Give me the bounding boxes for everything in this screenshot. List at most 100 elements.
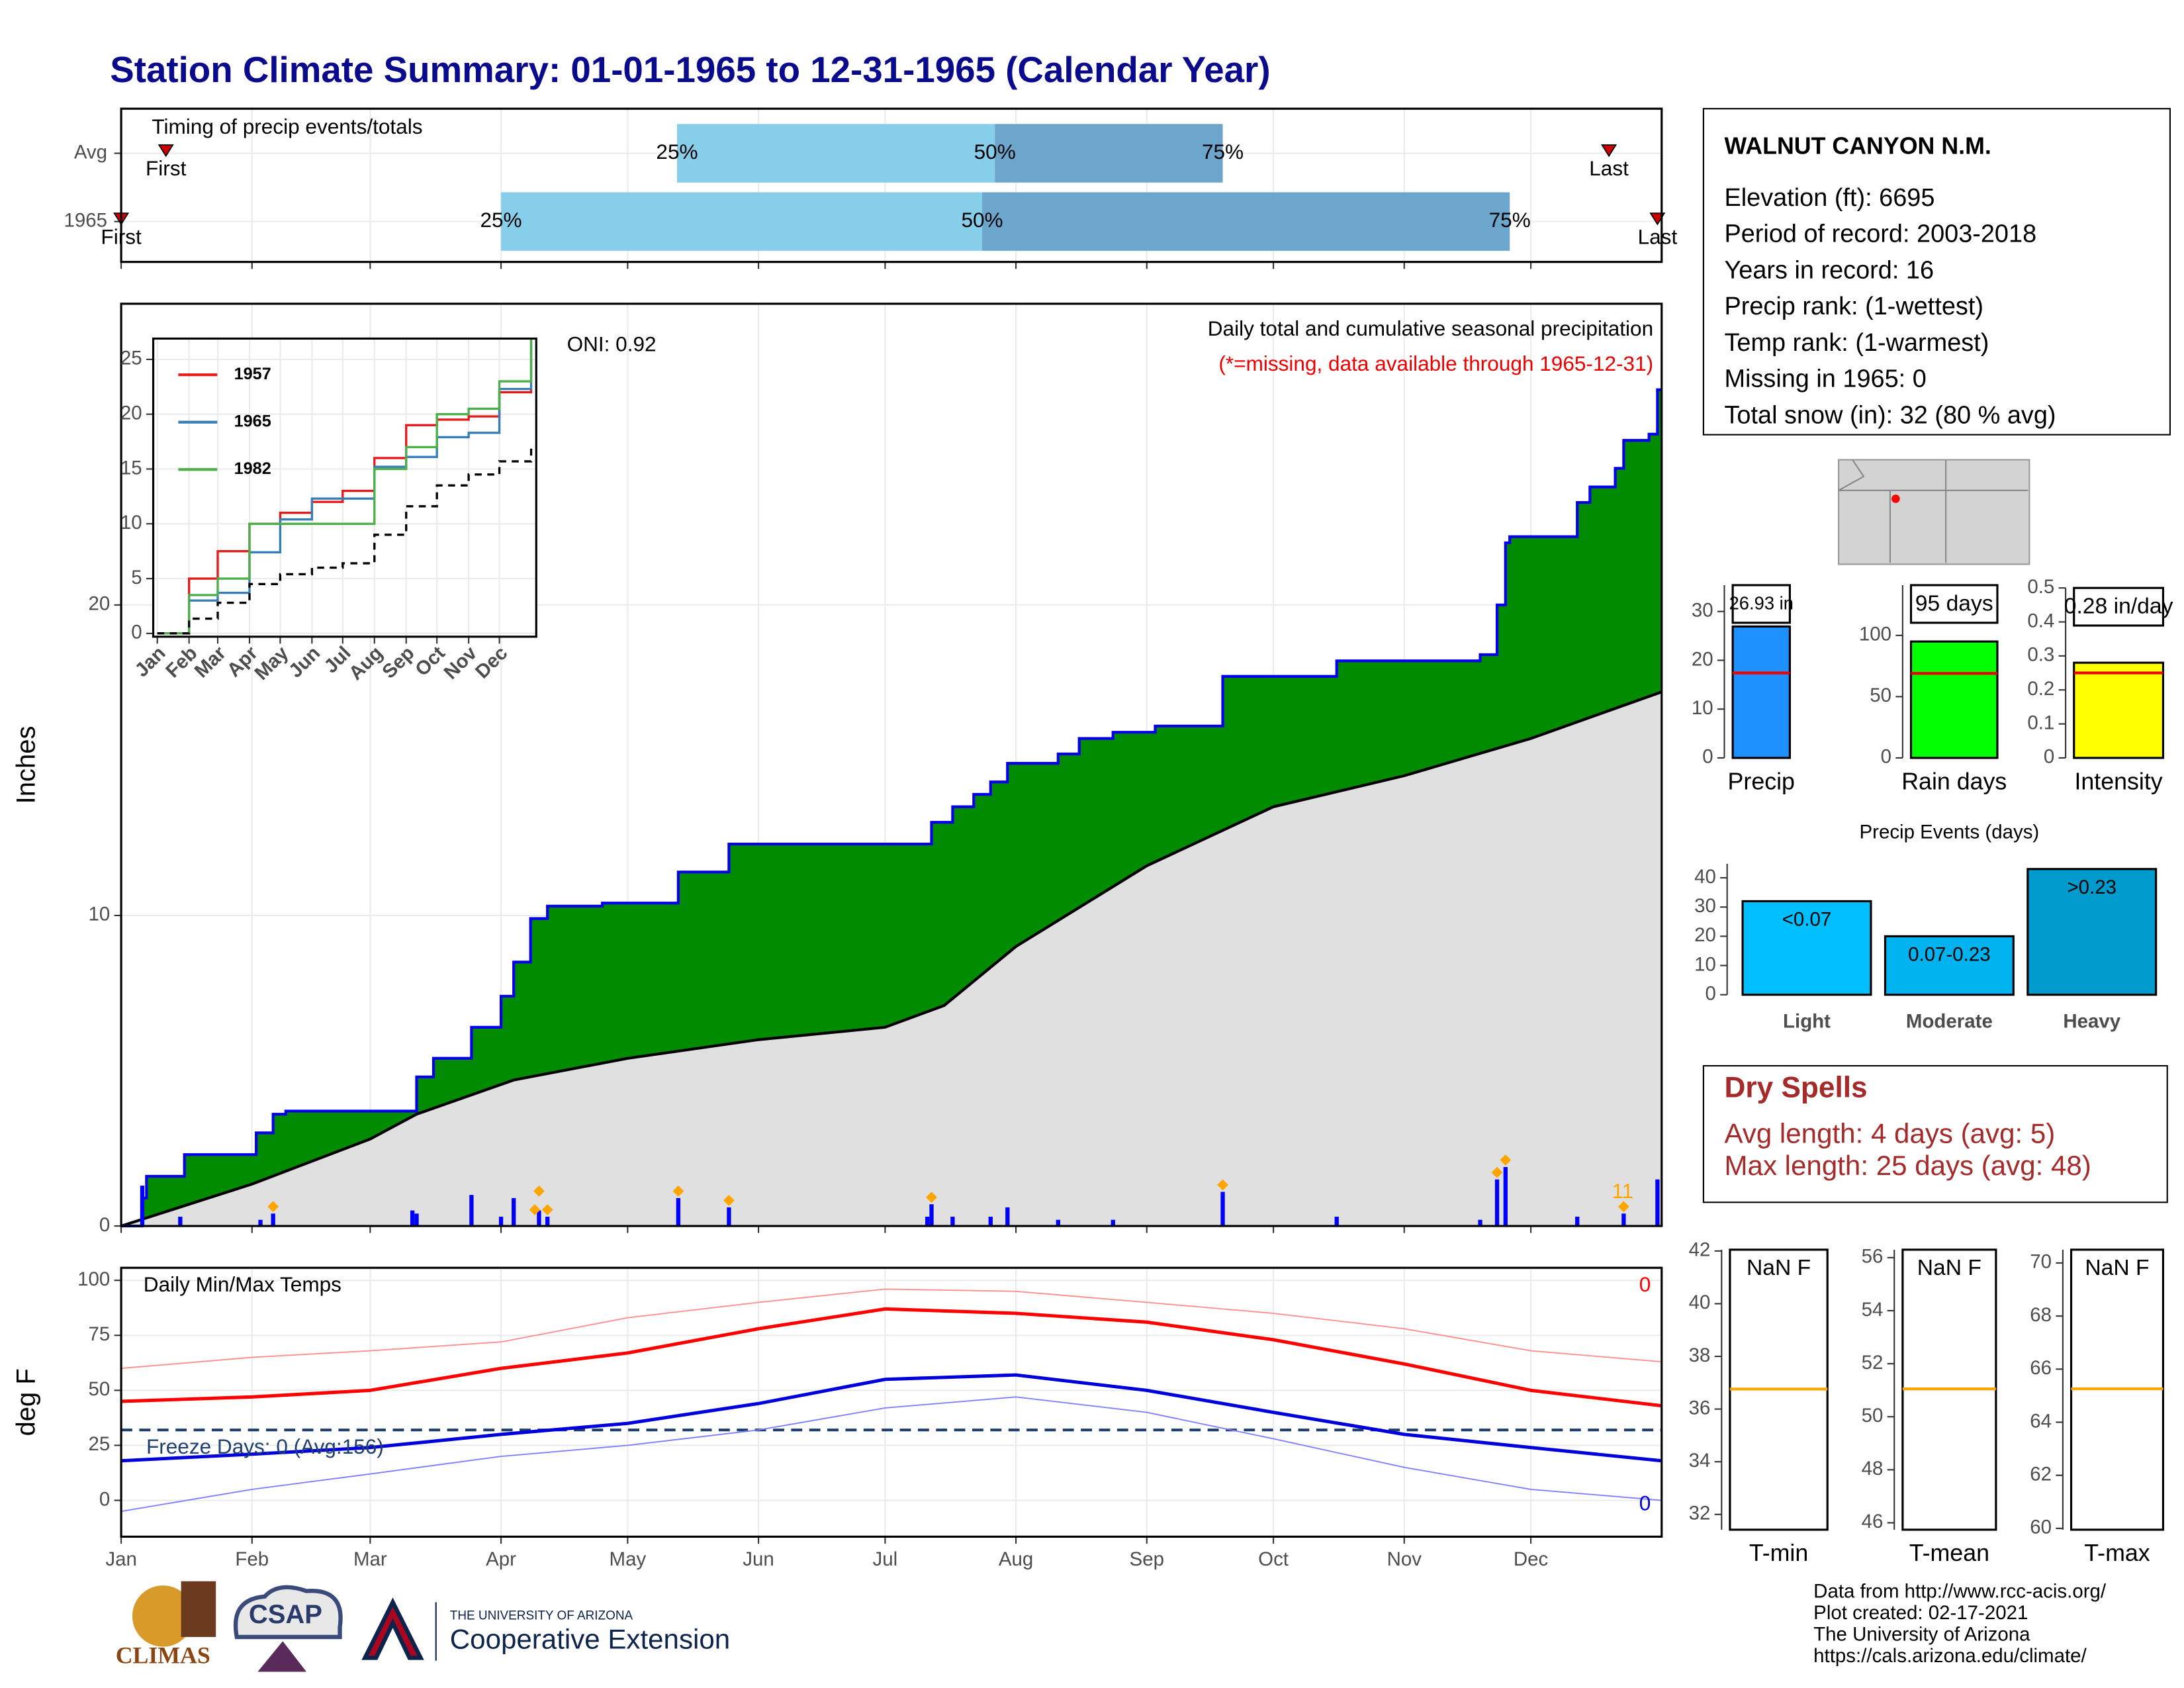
y-tick-label: 56 [1862,1246,1884,1268]
logos: CLIMAS CSAP THE UNIVERSITY OF ARIZONA Co… [116,1581,730,1672]
series-line [157,340,533,635]
bar-value-label: 95 days [1915,591,1993,616]
y-tick-label: 68 [2030,1304,2052,1326]
y-tick-label: 30 [1692,600,1713,622]
x-tick-label: Mar [353,1548,387,1570]
event-marker-label: Last [1589,156,1629,180]
daily-precip-bar [925,1217,930,1227]
quantile-label: 75% [1202,140,1244,164]
bar-value-label: NaN F [1917,1256,1981,1280]
station-line: Total snow (in): 32 (80 % avg) [1724,401,2056,429]
plot-frame [152,337,537,638]
quantile-label: 50% [974,140,1016,164]
y-tick-label: 25 [120,348,142,369]
event-marker [158,144,174,158]
daily-precip-bar [498,1217,504,1227]
daily-precip-bar [1621,1213,1626,1227]
daily-precip-bar [1334,1217,1339,1227]
cumulative-line [121,388,1662,1228]
y-tick-label: 0.2 [2027,678,2054,700]
bar [2073,661,2165,759]
category-label: T-min [1749,1540,1808,1566]
footer-line: https://cals.arizona.edu/climate/ [1813,1645,2087,1667]
y-tick-label: 64 [2030,1410,2052,1432]
chart-bar: 32 34 36 38 40 42 NaN F T-min [1689,1239,1829,1566]
category-label: T-mean [1909,1540,1989,1566]
y-tick-label: 34 [1689,1450,1711,1472]
y-tick-label: 0.5 [2027,576,2054,598]
daily-precip-bar [258,1219,263,1227]
series-line [121,1288,1662,1370]
plot-frame [120,303,1663,1227]
daily-precip-bar [1056,1219,1060,1227]
chart-bar: 0 10 20 30 26.93 in Precip [1692,584,1795,794]
y-tick-label: 0.1 [2027,712,2054,733]
station-box [1702,108,2171,436]
y-tick-label: 38 [1689,1344,1711,1366]
climas-logo: CLIMAS [116,1642,210,1669]
quantile-label: 25% [480,208,522,232]
y-tick-label: 30 [1694,895,1716,917]
min-count: 0 [1639,1491,1651,1515]
bar [1741,900,1872,996]
bar [2026,868,2158,996]
bar-value-label: >0.23 [2067,876,2116,898]
chart-cumulative: 0 10 20 11 Daily total and cumulative season… [12,303,1663,1236]
daily-precip-bar [950,1217,955,1227]
dry-spell-line: Avg length: 4 days (avg: 5) [1724,1117,2055,1149]
series-line [157,389,533,635]
daily-precip-bar [271,1213,275,1227]
y-tick-label: 70 [2030,1251,2052,1273]
x-tick-label: Sep [1130,1548,1164,1570]
y-tick-label: 36 [1689,1397,1711,1419]
bar-value-label: NaN F [1747,1256,1811,1280]
x-tick-label: Oct [1258,1548,1289,1570]
bar-value-label: 0.07-0.23 [1908,944,1990,966]
y-tick-label: 46 [1862,1511,1884,1532]
quantile-label: 75% [1489,208,1531,232]
bar-value-label: 0.28 in/day [2064,594,2173,619]
event-diamond [672,1185,684,1197]
y-tick-label: 20 [88,593,110,615]
y-tick-label: 54 [1862,1299,1884,1321]
row-label: Avg [74,141,107,163]
category-label: Intensity [2074,768,2162,794]
event-marker-label: Last [1638,224,1678,248]
y-tick-label: 100 [77,1268,110,1290]
station-line: Missing in 1965: 0 [1724,365,1926,393]
chart-bar: 0 50 100 95 days Rain days [1859,584,2007,794]
station-line: Years in record: 16 [1724,256,1934,284]
y-tick-label: 60 [2030,1517,2052,1538]
reference-label: Freeze Days: 0 (Avg:156) [146,1434,384,1458]
footer-line: Data from http://www.rcc-acis.org/ [1813,1580,2107,1602]
y-tick-label: 0 [99,1214,110,1236]
chart-bar: 46 48 50 52 54 56 NaN F T-mean [1862,1246,1997,1566]
quartile-bar [501,192,983,251]
daily-precip-bar [512,1197,516,1227]
daily-precip-bar [988,1217,993,1227]
quartile-bar [676,124,995,183]
chart-bar: 0 0.1 0.2 0.3 0.4 0.5 0.28 in/day Intensity [2027,576,2173,794]
y-tick-label: 0 [1881,746,1891,768]
footer-line: The University of Arizona [1813,1624,2030,1646]
y-tick-label: 0 [1705,982,1715,1004]
y-tick-label: 0 [131,622,142,643]
y-tick-label: 50 [1870,684,1891,706]
plot-frame [120,1266,1663,1538]
y-tick-label: 50 [88,1378,110,1400]
chart-subtitle: Daily total and cumulative seasonal prec… [1208,316,1653,340]
x-tick-label: Jun [743,1548,774,1570]
x-tick-label: Feb [235,1548,269,1570]
x-tick-label: Jan [105,1548,136,1570]
station-line: Temp rank: (1-warmest) [1724,329,1989,357]
daily-precip-bar [1655,1179,1660,1227]
plot-background [153,338,537,637]
y-tick-label: 52 [1862,1352,1884,1374]
bar [1909,640,1999,759]
daily-precip-bar [929,1204,934,1227]
legend-label: 1965 [234,412,271,430]
series-line [121,1307,1662,1408]
dry-spells-title: Dry Spells [1724,1072,1867,1104]
daily-precip-bar [545,1217,550,1227]
y-tick-label: 32 [1689,1503,1711,1524]
